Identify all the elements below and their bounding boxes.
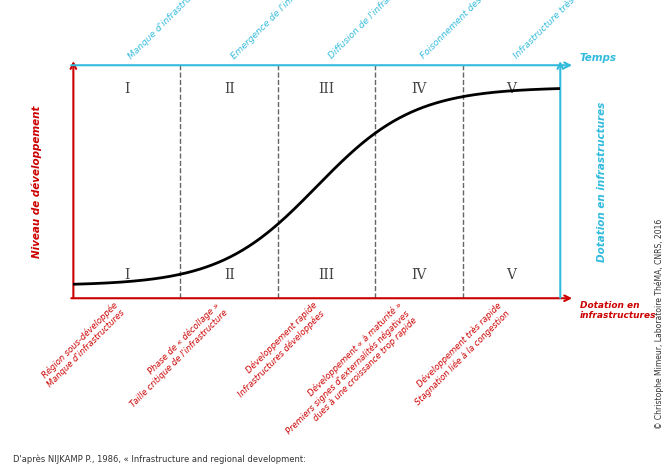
Text: Manque d'infrastructure: Manque d'infrastructure bbox=[127, 0, 210, 61]
Text: Développement rapide
Infrastructures développées: Développement rapide Infrastructures dév… bbox=[229, 301, 327, 398]
Text: Développement très rapide
Stagnation liée à la congestion: Développement très rapide Stagnation lié… bbox=[406, 301, 512, 407]
Text: Niveau de développement: Niveau de développement bbox=[31, 105, 42, 258]
Text: III: III bbox=[319, 82, 335, 96]
Text: II: II bbox=[224, 82, 235, 96]
Text: Dotation en infrastructures: Dotation en infrastructures bbox=[597, 102, 607, 262]
Text: Foisonnement des réseaux: Foisonnement des réseaux bbox=[419, 0, 512, 61]
Text: D'après NIJKAMP P., 1986, « Infrastructure and regional development:: D'après NIJKAMP P., 1986, « Infrastructu… bbox=[13, 454, 306, 464]
Text: Phase de « décollage »
Taille critique de l'infrastructure: Phase de « décollage » Taille critique d… bbox=[121, 301, 229, 409]
Text: Temps: Temps bbox=[580, 53, 617, 63]
Text: Infrastructure très maillée: Infrastructure très maillée bbox=[512, 0, 602, 61]
Text: IV: IV bbox=[412, 268, 427, 282]
Text: I: I bbox=[124, 82, 129, 96]
Text: IV: IV bbox=[412, 82, 427, 96]
Text: III: III bbox=[319, 268, 335, 282]
Text: I: I bbox=[124, 268, 129, 282]
Text: II: II bbox=[224, 268, 235, 282]
Text: Emergence de l'infrastructure: Emergence de l'infrastructure bbox=[229, 0, 331, 61]
Text: Diffusion de l'infrastructure: Diffusion de l'infrastructure bbox=[327, 0, 420, 61]
Text: Développement « à maturité »
Premiers signes d'externalités négatives
dues à une: Développement « à maturité » Premiers si… bbox=[277, 301, 419, 443]
Text: © Christophe Mimeur, Laboratoire ThéMA, CNRS, 2016: © Christophe Mimeur, Laboratoire ThéMA, … bbox=[654, 219, 664, 429]
Text: Région sous-développée
Manque d'infrastructures: Région sous-développée Manque d'infrastr… bbox=[38, 301, 127, 389]
Text: V: V bbox=[507, 82, 516, 96]
Text: Dotation en
infrastructures: Dotation en infrastructures bbox=[580, 301, 656, 320]
Text: V: V bbox=[507, 268, 516, 282]
